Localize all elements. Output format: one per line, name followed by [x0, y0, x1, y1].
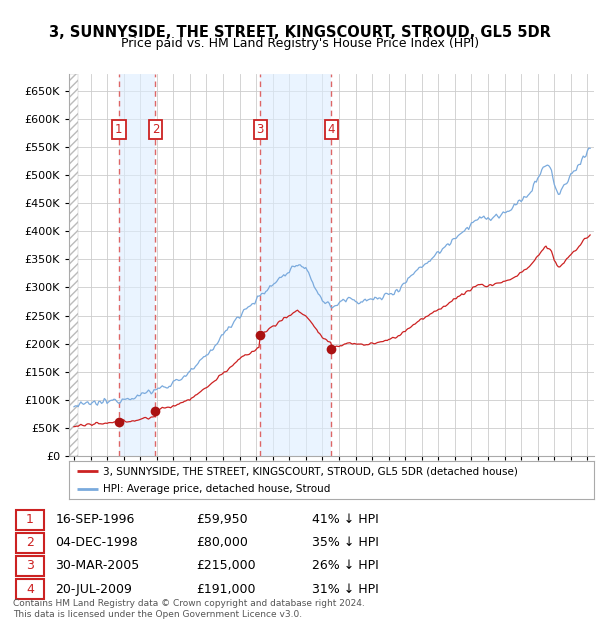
Text: £80,000: £80,000 — [196, 536, 248, 549]
Text: 2: 2 — [152, 123, 159, 136]
FancyBboxPatch shape — [16, 579, 44, 599]
Text: Price paid vs. HM Land Registry's House Price Index (HPI): Price paid vs. HM Land Registry's House … — [121, 37, 479, 50]
Text: 16-SEP-1996: 16-SEP-1996 — [55, 513, 134, 526]
Text: 3: 3 — [26, 559, 34, 572]
Text: 30-MAR-2005: 30-MAR-2005 — [55, 559, 139, 572]
Text: 1: 1 — [115, 123, 122, 136]
Bar — [119, 74, 155, 456]
Text: 4: 4 — [328, 123, 335, 136]
Text: 26% ↓ HPI: 26% ↓ HPI — [311, 559, 378, 572]
Text: £215,000: £215,000 — [196, 559, 256, 572]
Text: 31% ↓ HPI: 31% ↓ HPI — [311, 583, 378, 596]
Text: 20-JUL-2009: 20-JUL-2009 — [55, 583, 132, 596]
Text: £191,000: £191,000 — [196, 583, 256, 596]
Bar — [69, 74, 78, 456]
Text: 41% ↓ HPI: 41% ↓ HPI — [311, 513, 378, 526]
Text: 2: 2 — [26, 536, 34, 549]
Bar — [260, 74, 331, 456]
Text: £59,950: £59,950 — [196, 513, 248, 526]
Text: 35% ↓ HPI: 35% ↓ HPI — [311, 536, 379, 549]
Text: 3: 3 — [257, 123, 264, 136]
FancyBboxPatch shape — [16, 556, 44, 576]
FancyBboxPatch shape — [16, 510, 44, 529]
Text: 04-DEC-1998: 04-DEC-1998 — [55, 536, 138, 549]
Text: 1: 1 — [26, 513, 34, 526]
Text: 3, SUNNYSIDE, THE STREET, KINGSCOURT, STROUD, GL5 5DR: 3, SUNNYSIDE, THE STREET, KINGSCOURT, ST… — [49, 25, 551, 40]
Text: Contains HM Land Registry data © Crown copyright and database right 2024.
This d: Contains HM Land Registry data © Crown c… — [13, 600, 365, 619]
Text: 4: 4 — [26, 583, 34, 596]
Text: HPI: Average price, detached house, Stroud: HPI: Average price, detached house, Stro… — [103, 484, 331, 495]
FancyBboxPatch shape — [16, 533, 44, 552]
Text: 3, SUNNYSIDE, THE STREET, KINGSCOURT, STROUD, GL5 5DR (detached house): 3, SUNNYSIDE, THE STREET, KINGSCOURT, ST… — [103, 466, 518, 476]
